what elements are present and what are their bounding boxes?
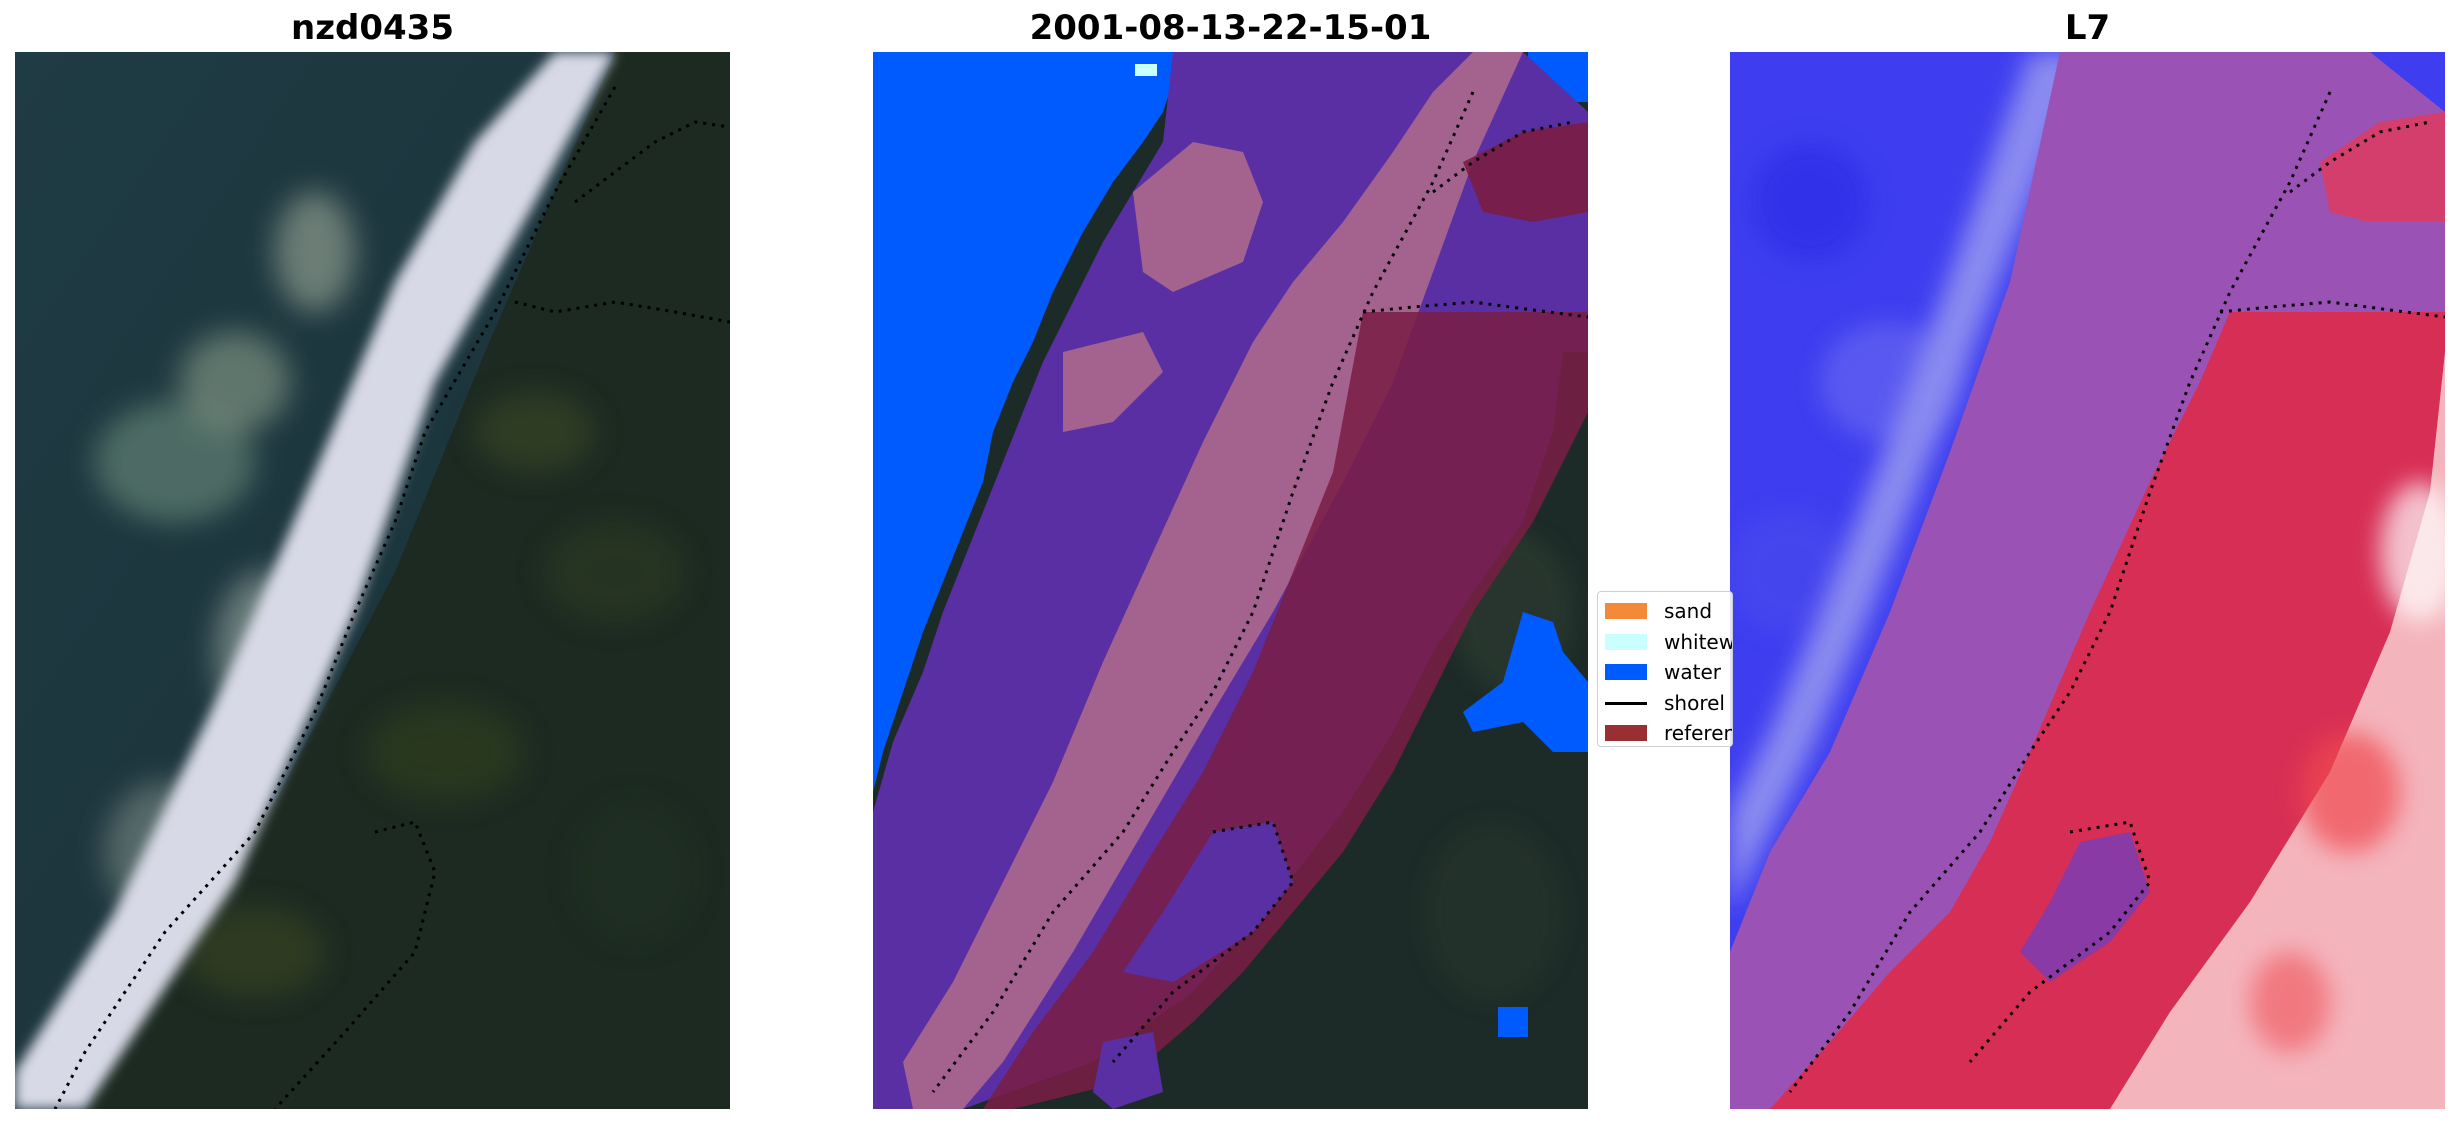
reference-outline-bottom (273, 820, 437, 1109)
legend-swatch-sand (1605, 603, 1647, 619)
legend-swatch-whitewater (1605, 633, 1647, 650)
water-class-small (1498, 1007, 1528, 1037)
reference-outline-mid (2219, 300, 2445, 319)
purple-island (2020, 832, 2150, 982)
reference-region-top (1463, 122, 1588, 222)
legend-swatch-reference (1605, 725, 1647, 741)
index-map-image (1730, 52, 2445, 1109)
index-map-panel (1730, 52, 2445, 1109)
reference-outline-top (574, 120, 730, 204)
reference-region (983, 312, 1588, 1109)
whitewater-band (15, 52, 615, 1109)
red-texture (2250, 482, 2445, 1052)
panel-title-left: nzd0435 (291, 8, 454, 48)
surf-class-island-2 (1093, 1032, 1163, 1109)
rgb-image-panel (15, 52, 730, 1109)
light-blue-band (1730, 52, 2090, 912)
shoreline (53, 86, 617, 1109)
classification-panel (873, 52, 1588, 1109)
panel-title-middle: 2001-08-13-22-15-01 (1029, 8, 1432, 48)
shoreline (931, 91, 1475, 1093)
legend-item-shoreline: shorel (1598, 688, 1732, 719)
legend: sand whitew water shorel referen (1597, 591, 1733, 747)
legend-label-whitewater: whitew (1664, 629, 1733, 654)
reference-outline-mid (1362, 300, 1588, 319)
light-pink-zone (2110, 352, 2445, 1109)
pink-class-lobe-2 (1063, 332, 1163, 432)
legend-item-sand: sand (1598, 596, 1732, 627)
legend-item-water: water (1598, 657, 1732, 688)
red-zone-top (2320, 112, 2445, 222)
panel-title-right: L7 (2064, 8, 2111, 48)
legend-label-water: water (1664, 660, 1721, 684)
shoreline (1788, 91, 2332, 1093)
legend-item-whitewater: whitew (1598, 627, 1732, 658)
legend-swatch-water (1605, 664, 1647, 680)
classification-image (873, 52, 1588, 1109)
reference-outline-mid (514, 300, 730, 324)
rgb-satellite-image (15, 52, 730, 1109)
water-class-right (1463, 612, 1588, 752)
legend-label-shoreline: shorel (1664, 690, 1725, 715)
vegetation-texture (185, 392, 695, 997)
legend-line-shoreline (1605, 701, 1647, 705)
surf-class-island-1 (1123, 822, 1293, 982)
water-class (873, 52, 1173, 792)
legend-label-reference: referen (1664, 721, 1733, 745)
legend-label-sand: sand (1664, 599, 1713, 623)
whitewater-speck-1 (1135, 64, 1157, 76)
pink-class-lobe-1 (1133, 142, 1263, 292)
legend-item-reference: referen (1598, 718, 1733, 746)
